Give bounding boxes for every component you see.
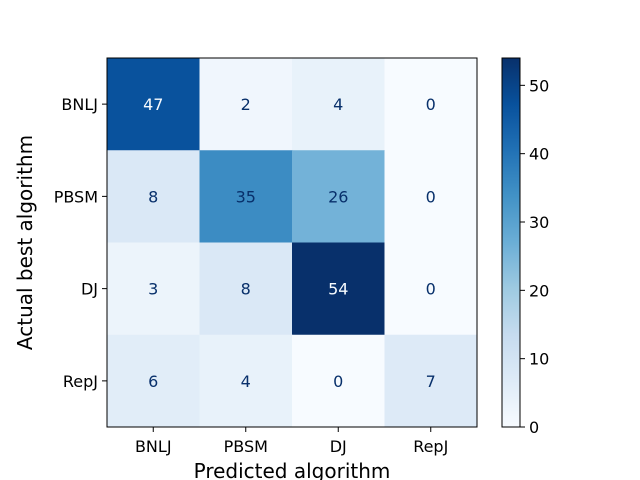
x-tick-label: DJ	[330, 437, 347, 456]
colorbar-tick-label: 10	[529, 350, 549, 369]
y-axis-label: Actual best algorithm	[13, 135, 37, 350]
cell-value-label: 8	[148, 187, 158, 206]
cell-value-label: 35	[236, 187, 256, 206]
x-axis-ticks: BNLJ PBSM DJ RepJ	[135, 427, 448, 456]
heatmap-cell	[292, 150, 385, 243]
heatmap-cell	[292, 58, 385, 151]
heatmap-cell	[384, 242, 478, 336]
cell-value-label: 0	[426, 187, 436, 206]
heatmap-cell	[199, 58, 293, 151]
cell-value-label: 54	[328, 280, 348, 299]
heatmap-cell	[107, 334, 200, 428]
y-tick-label: RepJ	[63, 372, 98, 391]
cell-value-label: 0	[426, 280, 436, 299]
heatmap-cell	[292, 334, 385, 428]
heatmap-cell	[384, 150, 478, 243]
y-axis-ticks: BNLJ PBSM DJ RepJ	[54, 95, 107, 391]
heatmap-cell	[107, 150, 200, 243]
cell-value-label: 4	[333, 95, 343, 114]
colorbar-tick-label: 0	[529, 418, 539, 437]
x-tick-label: RepJ	[413, 437, 448, 456]
heatmap-cell	[107, 242, 200, 336]
cell-value-label: 8	[241, 280, 251, 299]
colorbar-tick-label: 20	[529, 281, 549, 300]
colorbar-tick-label: 50	[529, 76, 549, 95]
x-tick-label: BNLJ	[135, 437, 172, 456]
colorbar-tick-label: 30	[529, 213, 549, 232]
heatmap-cells: 47 2 4 0 8 35 26 0 3 8 54 0 6 4 0 7	[107, 58, 478, 428]
plot-frame	[106, 57, 478, 428]
cell-value-label: 3	[148, 280, 158, 299]
colorbar-gradient	[501, 57, 521, 428]
x-tick-label: PBSM	[224, 437, 268, 456]
y-tick-label: PBSM	[54, 187, 98, 206]
colorbar-tick-label: 40	[529, 145, 549, 164]
heatmap-cell	[384, 334, 478, 428]
cell-value-label: 4	[241, 372, 251, 391]
y-tick-label: DJ	[81, 280, 98, 299]
cell-value-label: 6	[148, 372, 158, 391]
cell-value-label: 2	[241, 95, 251, 114]
heatmap-cell	[199, 334, 293, 428]
heatmap-cell	[107, 58, 200, 151]
cell-value-label: 47	[143, 95, 163, 114]
heatmap-cell	[199, 150, 293, 243]
cell-value-label: 0	[333, 372, 343, 391]
heatmap-cell	[292, 242, 385, 336]
heatmap-cell	[384, 58, 478, 151]
cell-value-label: 0	[426, 95, 436, 114]
x-axis-label: Predicted algorithm	[194, 459, 391, 480]
heatmap-cell	[199, 242, 293, 336]
cell-value-label: 26	[328, 187, 348, 206]
cell-value-label: 7	[426, 372, 436, 391]
y-tick-label: BNLJ	[61, 95, 98, 114]
colorbar: 0 10 20 30 40 50	[501, 57, 549, 437]
